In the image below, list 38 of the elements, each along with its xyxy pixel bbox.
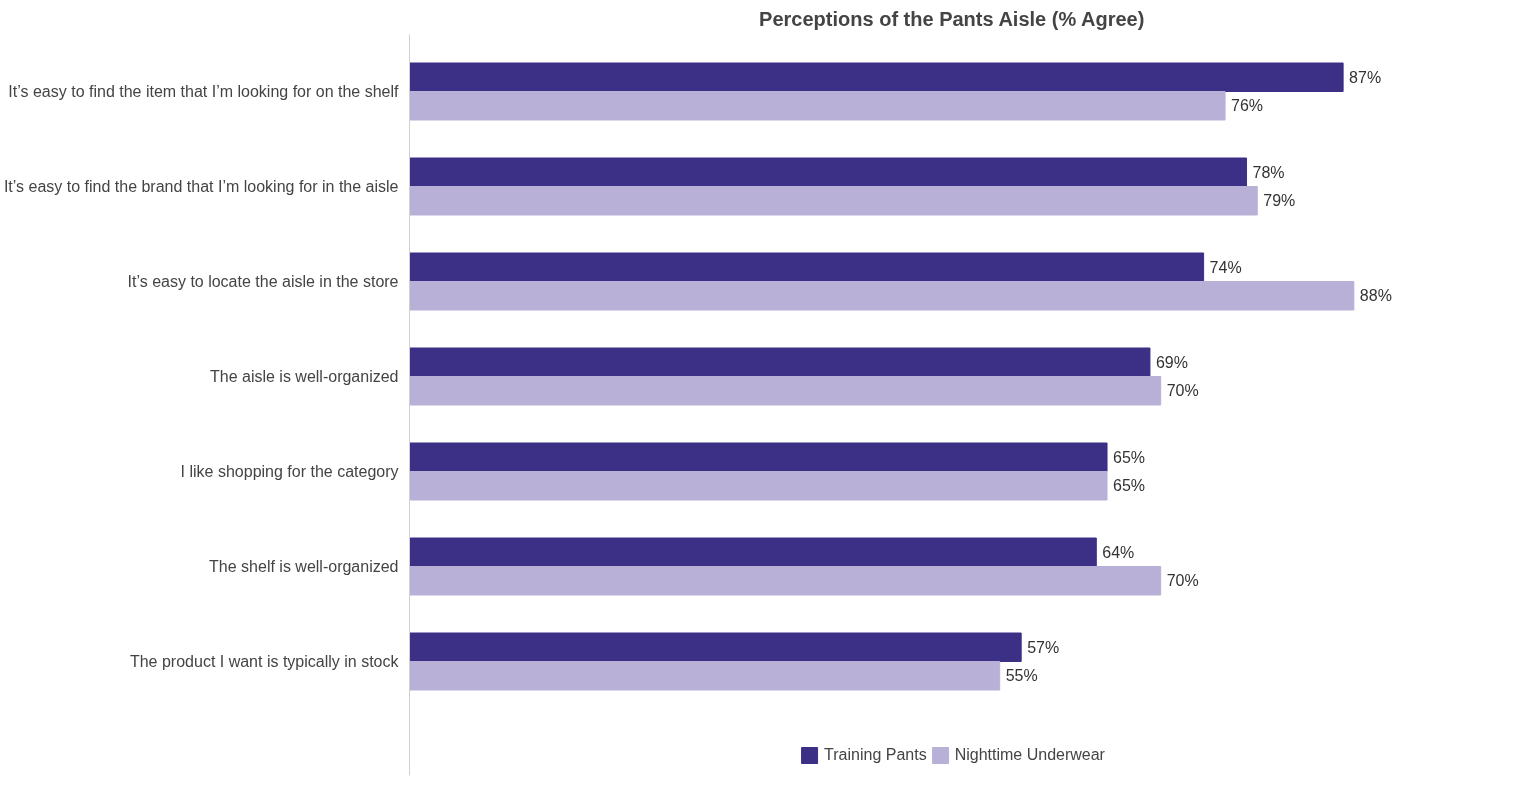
data-label: 76% — [1231, 97, 1264, 115]
bar — [409, 281, 1355, 311]
legend-label: Nighttime Underwear — [954, 746, 1105, 764]
bar — [409, 157, 1248, 187]
data-label: 88% — [1359, 287, 1392, 305]
y-tick-label: The shelf is well-organized — [209, 558, 399, 575]
data-label: 70% — [1166, 572, 1199, 590]
data-label: 65% — [1113, 448, 1146, 466]
data-label: 57% — [1027, 638, 1060, 656]
data-label: 74% — [1209, 258, 1242, 276]
y-tick-label: It’s easy to find the brand that I’m looking for in the aisle — [3, 178, 399, 195]
bar — [409, 566, 1162, 596]
y-tick-label: The aisle is well-organized — [209, 368, 399, 385]
bar — [409, 347, 1151, 377]
data-label: 78% — [1252, 163, 1285, 181]
data-label: 64% — [1102, 543, 1135, 561]
bar — [409, 471, 1108, 501]
y-tick-label: The product I want is typically in stock — [129, 653, 400, 670]
bar — [409, 91, 1226, 121]
bar — [409, 62, 1344, 92]
bar — [409, 252, 1205, 282]
legend-label: Training Pants — [824, 746, 927, 764]
data-label: 79% — [1263, 192, 1296, 210]
bar — [409, 537, 1097, 567]
bar — [409, 661, 1001, 691]
data-label: 55% — [1005, 667, 1038, 685]
bar — [409, 376, 1162, 406]
chart-title: Perceptions of the Pants Aisle (% Agree) — [759, 7, 1145, 30]
bar — [409, 442, 1108, 472]
y-tick-label: It’s easy to locate the aisle in the store — [127, 273, 399, 290]
data-label: 87% — [1349, 68, 1382, 86]
data-label: 70% — [1166, 382, 1199, 400]
bar — [409, 186, 1258, 216]
y-tick-label: I like shopping for the category — [180, 463, 399, 480]
data-label: 65% — [1113, 477, 1146, 495]
bar — [409, 632, 1022, 662]
data-label: 69% — [1155, 353, 1188, 371]
y-tick-label: It’s easy to find the item that I’m looking for on the shelf — [8, 83, 400, 100]
